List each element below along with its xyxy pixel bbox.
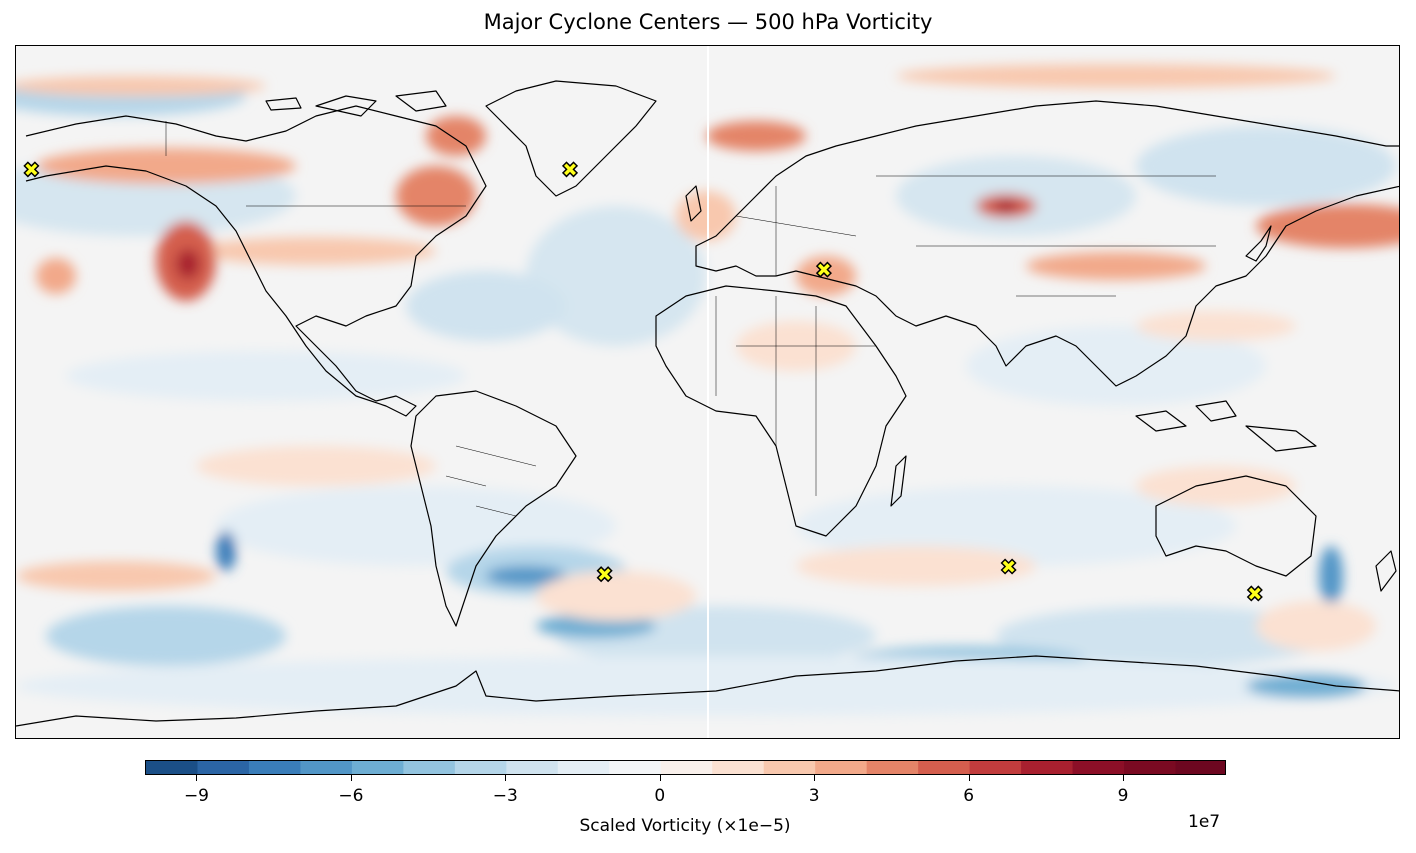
colorbar-tick-label: 3 <box>808 786 820 806</box>
colorbar-band <box>712 761 765 774</box>
colorbar-band <box>1072 761 1125 774</box>
cyclone-center-marker[interactable] <box>1000 558 1017 575</box>
colorbar-tick-label: −6 <box>338 786 364 806</box>
colorbar-tick <box>350 775 352 781</box>
colorbar-tick <box>814 775 816 781</box>
colorbar-band <box>454 761 507 774</box>
coastlines <box>16 80 1399 727</box>
colorbar-band <box>300 761 353 774</box>
colorbar-label: Scaled Vorticity (×1e−5) <box>579 816 791 836</box>
cyclone-center-marker[interactable] <box>596 566 613 583</box>
colorbar-band <box>763 761 816 774</box>
colorbar-band <box>815 761 868 774</box>
colorbar-tick-label: 0 <box>654 786 666 806</box>
cyclone-center-marker[interactable] <box>561 161 579 178</box>
chart-title: Major Cyclone Centers — 500 hPa Vorticit… <box>483 10 933 34</box>
colorbar-band <box>969 761 1022 774</box>
colorbar-band <box>1175 761 1225 774</box>
vorticity-map[interactable] <box>16 46 1400 739</box>
cyclone-center-marker[interactable] <box>815 261 832 278</box>
colorbar-band <box>146 761 198 774</box>
colorbar-band <box>248 761 301 774</box>
colorbar-gradient <box>146 761 1225 774</box>
colorbar-tick <box>1123 775 1125 781</box>
colorbar <box>145 760 1226 775</box>
colorbar-band <box>918 761 971 774</box>
colorbar-tick-label: −3 <box>492 786 518 806</box>
colorbar-band <box>1124 761 1177 774</box>
map-panel[interactable] <box>15 45 1400 739</box>
colorbar-band <box>609 761 662 774</box>
colorbar-tick <box>505 775 507 781</box>
cyclone-center-marker[interactable] <box>23 161 40 178</box>
colorbar-band <box>1021 761 1074 774</box>
colorbar-band <box>506 761 559 774</box>
colorbar-band <box>660 761 713 774</box>
colorbar-band <box>351 761 404 774</box>
cyclone-center-marker[interactable] <box>1246 585 1263 602</box>
colorbar-offset-text: 1e7 <box>1188 812 1221 832</box>
colorbar-tick <box>196 775 198 781</box>
vorticity-field <box>16 64 1399 716</box>
cyclone-markers <box>23 161 1263 602</box>
colorbar-tick <box>968 775 970 781</box>
colorbar-tick-label: 9 <box>1117 786 1129 806</box>
colorbar-band <box>866 761 919 774</box>
colorbar-band <box>557 761 610 774</box>
colorbar-tick <box>659 775 661 781</box>
colorbar-tick-label: −9 <box>183 786 209 806</box>
colorbar-band <box>403 761 456 774</box>
colorbar-band <box>197 761 250 774</box>
colorbar-tick-label: 6 <box>963 786 975 806</box>
country-borders <box>165 121 1216 517</box>
